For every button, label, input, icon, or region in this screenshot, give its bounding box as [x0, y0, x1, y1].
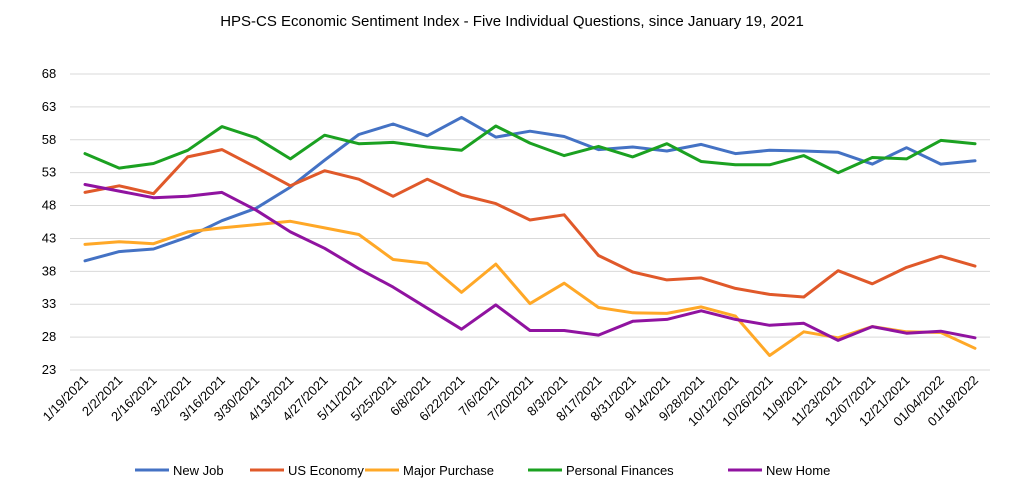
y-tick-label: 28	[42, 329, 56, 344]
gridlines	[70, 73, 990, 371]
legend-item: Major Purchase	[365, 463, 494, 478]
legend-item: New Home	[728, 463, 830, 478]
legend-label: New Job	[173, 463, 224, 478]
legend-label: Personal Finances	[566, 463, 674, 478]
series-line-major-purchase	[83, 219, 977, 357]
y-tick-label: 63	[42, 99, 56, 114]
legend-item: Personal Finances	[528, 463, 674, 478]
y-tick-label: 48	[42, 198, 56, 213]
x-axis-ticks: 1/19/20212/2/20212/16/20213/2/20213/16/2…	[40, 373, 982, 430]
y-tick-label: 43	[42, 230, 56, 245]
legend-label: Major Purchase	[403, 463, 494, 478]
x-tick-label: 1/19/2021	[40, 373, 92, 425]
series-lines	[83, 115, 977, 357]
legend-label: New Home	[766, 463, 830, 478]
y-tick-label: 33	[42, 296, 56, 311]
series-line-personal-finances	[83, 124, 977, 175]
chart-title: HPS-CS Economic Sentiment Index - Five I…	[220, 13, 804, 30]
legend-item: US Economy	[250, 463, 364, 478]
y-axis-ticks: 23 28 33 38 43 48 53 58 63 68	[42, 66, 56, 377]
y-tick-label: 53	[42, 165, 56, 180]
y-tick-label: 68	[42, 66, 56, 81]
legend: New Job US Economy Major Purchase Personal …	[135, 463, 830, 478]
y-tick-label: 23	[42, 362, 56, 377]
series-line-new-job	[83, 115, 977, 263]
series-line-us-economy	[83, 148, 977, 299]
legend-label: US Economy	[288, 463, 364, 478]
y-tick-label: 58	[42, 132, 56, 147]
series-line-new-home	[83, 183, 977, 342]
y-tick-label: 38	[42, 263, 56, 278]
legend-item: New Job	[135, 463, 224, 478]
